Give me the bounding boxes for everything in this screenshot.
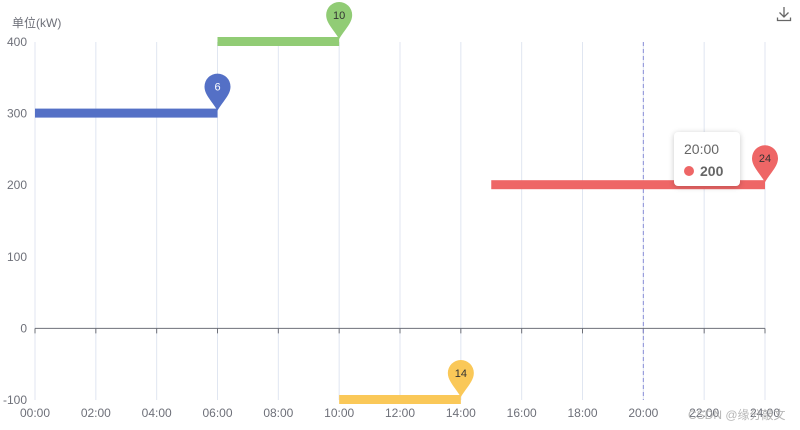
x-tick-label: 00:00 [20,406,50,420]
x-tick-label: 12:00 [385,406,415,420]
series-segment [217,37,340,46]
marker-pin-label: 6 [214,82,220,94]
x-tick-label: 14:00 [446,406,476,420]
download-icon-glyph [776,7,792,22]
y-tick-label: 0 [20,321,27,335]
x-tick-label: 02:00 [81,406,111,420]
y-tick-label: 300 [7,107,27,121]
marker-pin: 10 [326,1,353,39]
series-segment [35,108,218,118]
x-tick-label: 08:00 [263,406,293,420]
marker-pin: 14 [447,360,474,397]
x-tick-label: 24:00 [750,406,780,420]
x-tick-label: 06:00 [202,406,232,420]
marker-pin-shape [752,145,778,183]
grid-lines [34,42,766,400]
y-tick-label: -100 [3,393,27,407]
series-segment [339,395,461,404]
tooltip: 20:00 200 [674,132,740,186]
x-tick-label: 16:00 [507,406,537,420]
x-tick-label: 18:00 [567,406,597,420]
marker-pin: 6 [204,73,231,111]
y-tick-label: 400 [7,35,27,49]
tooltip-value: 200 [700,163,724,179]
series [35,37,765,404]
marker-pin-label: 24 [759,153,771,165]
series-segment [491,180,765,190]
y-tick-label: 200 [7,178,27,192]
tooltip-row: 200 [684,163,730,179]
x-tick-label: 04:00 [142,406,172,420]
marker-pin: 24 [752,145,778,183]
marker-pin-label: 14 [455,368,467,380]
x-tick-label: 22:00 [689,406,719,420]
marker-pin-shape [204,73,231,111]
tooltip-series-dot [684,166,694,176]
x-tick-label: 20:00 [628,406,658,420]
tooltip-title: 20:00 [684,141,720,157]
y-axis-unit-label: 单位(kW) [12,15,61,30]
marker-pin-shape [447,360,474,397]
download-icon[interactable] [775,5,793,23]
marker-pin-label: 10 [333,10,345,22]
y-tick-label: 100 [7,250,27,264]
axes: 00:00 02:00 04:00 06:00 08:00 10:00 12:00 14:00… [3,35,780,420]
watermark: CSDN @缘分敲文 [688,408,786,422]
x-tick-label: 10:00 [324,406,354,420]
markers: 6 10 14 24 [204,1,778,397]
marker-pin-shape [326,1,353,39]
